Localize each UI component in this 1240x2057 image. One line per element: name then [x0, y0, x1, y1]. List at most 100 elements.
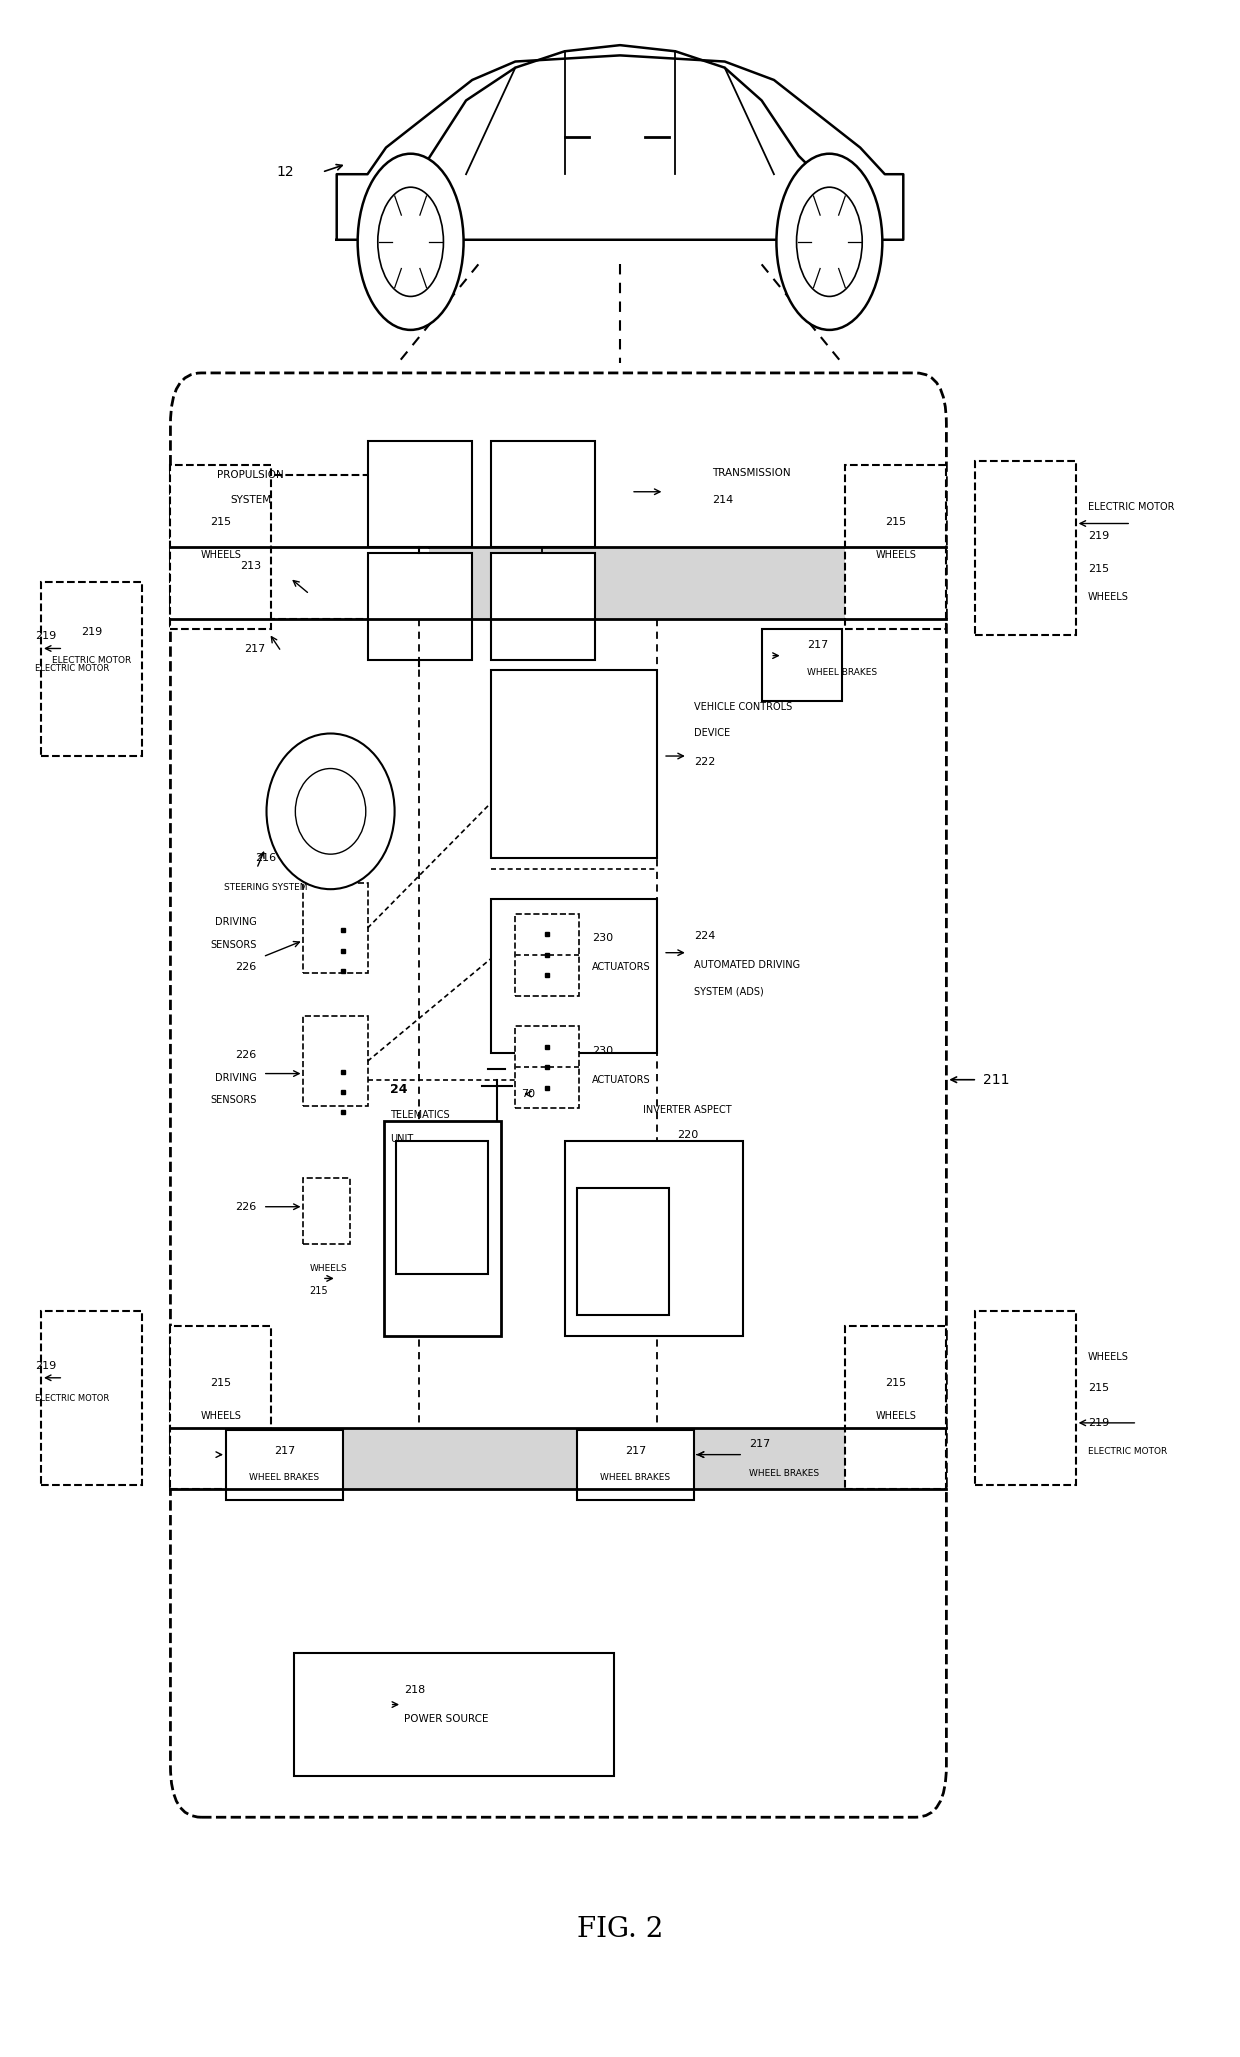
Text: 224: 224: [694, 932, 715, 942]
Text: WHEELS: WHEELS: [875, 1411, 916, 1421]
Text: 226: 226: [236, 1051, 257, 1059]
FancyBboxPatch shape: [41, 1310, 143, 1485]
Text: 213: 213: [239, 560, 262, 570]
Text: WHEELS: WHEELS: [201, 551, 242, 560]
FancyBboxPatch shape: [304, 1016, 367, 1107]
FancyBboxPatch shape: [491, 671, 657, 858]
FancyBboxPatch shape: [170, 465, 272, 629]
FancyBboxPatch shape: [226, 1430, 343, 1500]
Text: WHEELS: WHEELS: [1087, 592, 1128, 603]
Text: 219: 219: [1087, 1417, 1110, 1428]
Text: WHEELS: WHEELS: [1087, 1351, 1128, 1362]
FancyBboxPatch shape: [846, 465, 946, 629]
Circle shape: [378, 187, 444, 296]
FancyBboxPatch shape: [201, 475, 429, 619]
FancyBboxPatch shape: [383, 1121, 501, 1335]
Text: 217: 217: [244, 644, 265, 654]
Text: ELECTRIC MOTOR: ELECTRIC MOTOR: [1087, 1446, 1167, 1456]
FancyBboxPatch shape: [577, 1430, 694, 1500]
Text: ELECTRIC MOTOR: ELECTRIC MOTOR: [1087, 502, 1174, 512]
FancyBboxPatch shape: [367, 440, 472, 547]
Text: POWER SOURCE: POWER SOURCE: [404, 1713, 489, 1724]
FancyBboxPatch shape: [761, 629, 842, 701]
Text: DRIVING: DRIVING: [215, 917, 257, 928]
Text: 218: 218: [404, 1685, 425, 1695]
Text: 219: 219: [35, 1360, 56, 1370]
Text: 214: 214: [712, 496, 734, 504]
Circle shape: [776, 154, 883, 329]
Text: 217: 217: [625, 1446, 646, 1456]
Text: WHEELS: WHEELS: [201, 1411, 242, 1421]
Text: 211: 211: [983, 1072, 1009, 1086]
Text: 12: 12: [277, 165, 294, 179]
Text: SYSTEM (ADS): SYSTEM (ADS): [694, 987, 764, 998]
FancyBboxPatch shape: [396, 1142, 489, 1275]
FancyBboxPatch shape: [170, 1428, 946, 1489]
FancyBboxPatch shape: [491, 440, 595, 547]
Text: 24: 24: [389, 1084, 407, 1096]
Text: SYSTEM: SYSTEM: [229, 496, 272, 504]
Text: UNIT: UNIT: [389, 1133, 413, 1144]
FancyBboxPatch shape: [975, 1310, 1076, 1485]
FancyBboxPatch shape: [516, 913, 579, 996]
Text: INVERTER ASPECT: INVERTER ASPECT: [644, 1105, 732, 1115]
Text: ACTUATORS: ACTUATORS: [591, 1074, 650, 1084]
FancyBboxPatch shape: [516, 1026, 579, 1109]
Circle shape: [357, 154, 464, 329]
Ellipse shape: [295, 769, 366, 854]
Text: 230: 230: [591, 934, 613, 944]
Text: SENSORS: SENSORS: [211, 940, 257, 950]
Text: TRANSMISSION: TRANSMISSION: [712, 469, 791, 479]
FancyBboxPatch shape: [367, 553, 472, 660]
Text: DRIVING: DRIVING: [215, 1072, 257, 1082]
FancyBboxPatch shape: [491, 553, 595, 660]
FancyBboxPatch shape: [41, 582, 143, 757]
Text: WHEEL BRAKES: WHEEL BRAKES: [249, 1473, 320, 1481]
Text: WHEELS: WHEELS: [310, 1263, 347, 1273]
Text: 226: 226: [236, 1201, 257, 1212]
Text: ELECTRIC MOTOR: ELECTRIC MOTOR: [52, 656, 131, 664]
Text: ACTUATORS: ACTUATORS: [591, 963, 650, 973]
Text: WHEEL BRAKES: WHEEL BRAKES: [749, 1469, 820, 1477]
Text: 215: 215: [1087, 564, 1109, 574]
Text: TELEMATICS: TELEMATICS: [389, 1109, 449, 1119]
Text: 219: 219: [1087, 531, 1110, 541]
Ellipse shape: [267, 734, 394, 889]
FancyBboxPatch shape: [170, 372, 946, 1816]
FancyBboxPatch shape: [491, 899, 657, 1053]
FancyBboxPatch shape: [304, 1179, 350, 1244]
Text: 217: 217: [274, 1446, 295, 1456]
Text: WHEELS: WHEELS: [875, 551, 916, 560]
Text: 215: 215: [885, 518, 906, 527]
Text: 217: 217: [807, 640, 828, 650]
Text: WHEEL BRAKES: WHEEL BRAKES: [807, 669, 878, 677]
Text: 219: 219: [81, 627, 102, 638]
Text: 70: 70: [522, 1088, 536, 1098]
FancyBboxPatch shape: [170, 1325, 272, 1489]
Text: 215: 215: [211, 518, 232, 527]
FancyBboxPatch shape: [564, 1142, 743, 1335]
Text: 215: 215: [1087, 1382, 1109, 1393]
FancyBboxPatch shape: [975, 461, 1076, 636]
FancyBboxPatch shape: [846, 1325, 946, 1489]
Text: ELECTRIC MOTOR: ELECTRIC MOTOR: [35, 664, 109, 673]
Text: 216: 216: [254, 854, 275, 864]
Text: 215: 215: [310, 1286, 329, 1296]
Text: SENSORS: SENSORS: [211, 1094, 257, 1105]
Circle shape: [796, 187, 862, 296]
Text: 230: 230: [591, 1047, 613, 1055]
Text: DEVICE: DEVICE: [694, 728, 730, 738]
FancyBboxPatch shape: [577, 1189, 670, 1314]
FancyBboxPatch shape: [304, 882, 367, 973]
Text: 220: 220: [677, 1129, 698, 1140]
FancyBboxPatch shape: [294, 1654, 614, 1777]
Text: FIG. 2: FIG. 2: [577, 1917, 663, 1944]
Text: 226: 226: [236, 963, 257, 973]
Text: PROPULSION: PROPULSION: [217, 471, 284, 481]
Text: AUTOMATED DRIVING: AUTOMATED DRIVING: [694, 961, 800, 971]
Text: WHEEL BRAKES: WHEEL BRAKES: [600, 1473, 671, 1481]
Text: 215: 215: [211, 1378, 232, 1388]
FancyBboxPatch shape: [170, 547, 946, 619]
Text: 215: 215: [885, 1378, 906, 1388]
Text: 222: 222: [694, 757, 715, 767]
